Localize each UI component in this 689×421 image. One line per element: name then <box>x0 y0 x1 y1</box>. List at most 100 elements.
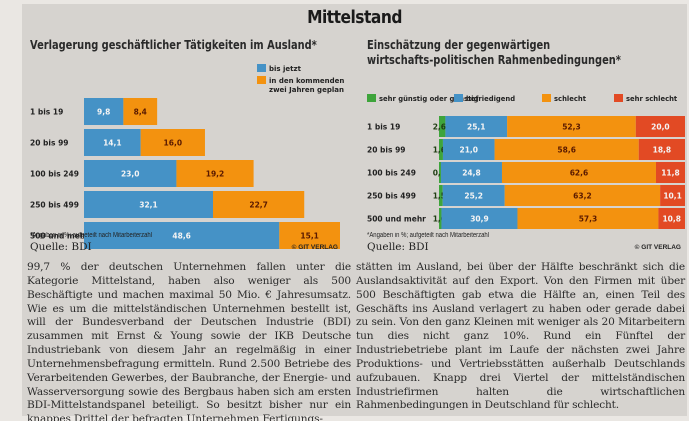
category-label: 250 bis 499 <box>367 192 416 201</box>
data-label: 25,1 <box>467 123 486 132</box>
data-label: 52,3 <box>562 123 581 132</box>
legend-label: sehr schlecht <box>626 95 678 103</box>
chart-panel-relocation: Verlagerung geschäftlicher Tätigkeiten i… <box>22 34 344 256</box>
bar-bis-jetzt <box>84 191 214 218</box>
data-label: 63,2 <box>573 192 592 201</box>
data-label: 18,8 <box>653 146 672 155</box>
bar-befriedigend <box>440 162 502 183</box>
legend-label: in den kommenden <box>269 77 344 85</box>
newspaper-clipping: Mittelstand Verlagerung geschäftlicher T… <box>22 4 687 421</box>
bar-schlecht <box>517 208 659 229</box>
data-label: 21,0 <box>460 146 479 155</box>
data-label: 58,6 <box>557 146 576 155</box>
legend-swatch-bis-jetzt <box>257 64 266 72</box>
data-label: 16,0 <box>164 139 183 148</box>
bar-bis-jetzt <box>84 222 280 249</box>
data-label: 15,1 <box>300 232 319 241</box>
bar-befriedigend <box>441 208 518 229</box>
data-label: 10,8 <box>662 215 681 224</box>
data-label: 8,4 <box>134 108 147 117</box>
bar-sehr-schlecht <box>658 208 685 229</box>
legend-swatch <box>454 94 463 102</box>
chart-title-line-2: wirtschafts-politischen Rahmenbedingunge… <box>367 53 621 67</box>
data-label: 1,0 <box>433 215 446 224</box>
data-label: 48,6 <box>172 232 191 241</box>
bar-bis-jetzt <box>84 129 141 156</box>
bar-sehr-schlecht <box>655 162 685 183</box>
data-label: 19,2 <box>206 170 225 179</box>
data-label: 1,6 <box>433 146 446 155</box>
chart-copyright: © GIT VERLAG <box>291 244 338 251</box>
bar-sehr-schlecht <box>660 185 685 206</box>
data-label: 9,8 <box>97 108 110 117</box>
bar-befriedigend <box>442 139 495 160</box>
data-label: 2,6 <box>433 123 446 132</box>
legend-label: befriedigend <box>466 95 515 103</box>
chart-title-line-1: Einschätzung der gegenwärtigen <box>367 38 551 52</box>
category-label: 1 bis 19 <box>30 108 63 117</box>
legend-label: schlecht <box>554 95 587 103</box>
category-label: 500 und mehr <box>367 215 426 224</box>
chart-copyright: © GIT VERLAG <box>634 244 681 251</box>
category-label: 100 bis 249 <box>30 170 79 179</box>
category-label: 100 bis 249 <box>367 169 416 178</box>
chart-title-conditions: Einschätzung der gegenwärtigen wirtschaf… <box>367 38 621 68</box>
chart-source: Quelle: BDI <box>30 241 92 253</box>
chart-footnote: *Angaben in %; aufgeteilt nach Mitarbeit… <box>367 232 490 239</box>
data-label: 1,5 <box>433 192 446 201</box>
bar-sehr-günstig-oder-günstig <box>439 139 443 160</box>
bar-schlecht <box>507 116 636 137</box>
bar-geplant <box>123 98 158 125</box>
chart-footnote: *Angaben in %; aufgeteilt nach Mitarbeit… <box>30 232 153 239</box>
bar-schlecht <box>504 185 661 206</box>
data-label: 10,1 <box>663 192 682 201</box>
legend-swatch <box>367 94 376 102</box>
chart-title-relocation: Verlagerung geschäftlicher Tätigkeiten i… <box>30 38 317 52</box>
data-label: 62,6 <box>570 169 589 178</box>
category-label: 20 bis 99 <box>30 139 69 148</box>
chart-relocation: 1 bis 19 9,8 8,4 20 bis 99 14,1 16,0 100 bis 2… <box>30 64 344 249</box>
bar-sehr-schlecht <box>635 116 685 137</box>
bar-bis-jetzt <box>84 160 177 187</box>
data-label: 22,7 <box>249 201 268 210</box>
legend-swatch-geplant <box>257 76 266 84</box>
bar-bis-jetzt <box>84 98 124 125</box>
bar-befriedigend <box>445 116 508 137</box>
legend-label: sehr günstig oder günstig <box>379 95 479 103</box>
data-label: 32,1 <box>139 201 158 210</box>
legend-swatch <box>614 94 623 102</box>
data-label: 23,0 <box>121 170 140 179</box>
category-label: 20 bis 99 <box>367 146 406 155</box>
page-title: Mittelstand <box>307 7 402 28</box>
data-label: 20,0 <box>651 123 670 132</box>
legend-label: zwei Jahren geplant <box>269 86 344 94</box>
data-label: 11,8 <box>661 169 680 178</box>
chart-panel-conditions: Einschätzung der gegenwärtigen wirtschaf… <box>359 34 687 256</box>
article-column-2: stätten im Ausland, bei über der Hälfte … <box>356 261 685 412</box>
data-label: 57,3 <box>579 215 598 224</box>
data-label: 30,9 <box>470 215 489 224</box>
data-label: 14,1 <box>103 139 122 148</box>
bar-sehr-günstig-oder-günstig <box>439 162 441 183</box>
data-label: 25,2 <box>464 192 483 201</box>
category-label: 1 bis 19 <box>367 123 400 132</box>
bar-sehr-schlecht <box>638 139 685 160</box>
bar-geplant <box>176 160 254 187</box>
bar-schlecht <box>494 139 639 160</box>
bar-sehr-günstig-oder-günstig <box>439 116 446 137</box>
bar-befriedigend <box>442 185 505 206</box>
bar-geplant <box>279 222 340 249</box>
bar-geplant <box>140 129 205 156</box>
bar-sehr-günstig-oder-günstig <box>439 185 443 206</box>
bar-sehr-günstig-oder-günstig <box>439 208 442 229</box>
bar-geplant <box>213 191 305 218</box>
data-label: 0,8 <box>433 169 446 178</box>
legend-swatch <box>542 94 551 102</box>
article-column-1: 99,7 % der deutschen Unternehmen fallen … <box>27 261 351 421</box>
category-label: 250 bis 499 <box>30 201 79 210</box>
bar-schlecht <box>501 162 656 183</box>
legend-label: bis jetzt <box>269 65 302 73</box>
chart-source: Quelle: BDI <box>367 241 429 253</box>
data-label: 24,8 <box>462 169 481 178</box>
